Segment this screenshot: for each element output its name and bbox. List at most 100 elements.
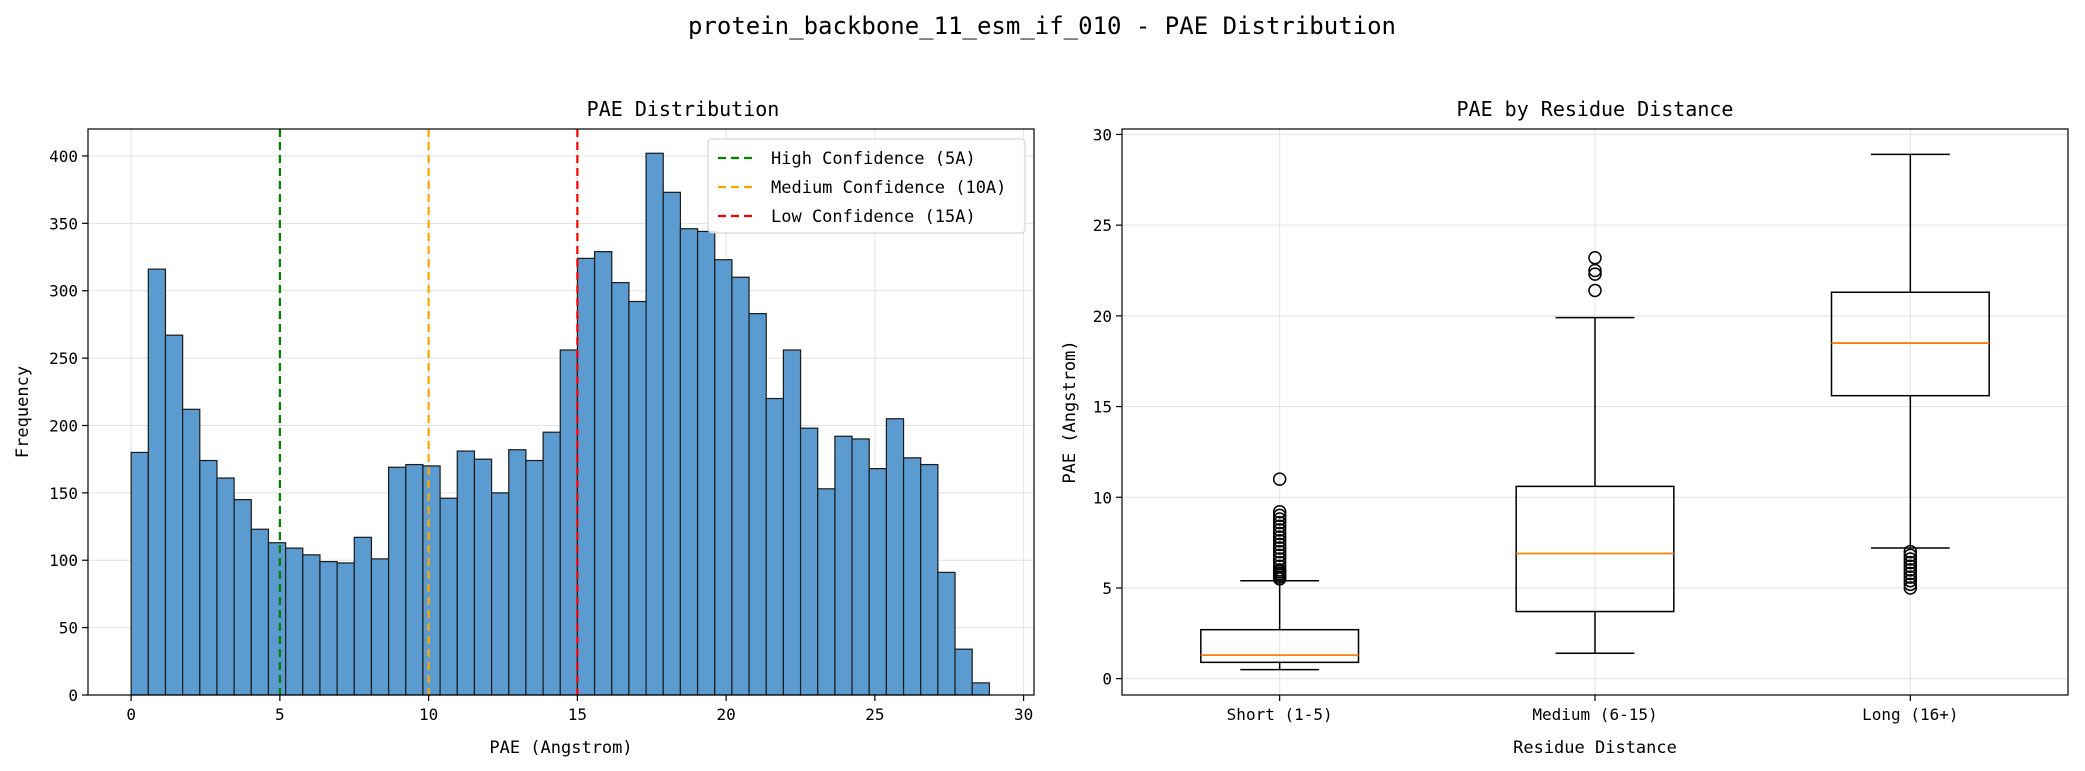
boxplot-ytick-label: 0 [1102,670,1112,689]
histogram-bars [130,152,990,696]
histogram-bar [353,536,373,696]
histogram-bar [714,259,733,696]
boxplot-xlabel: Residue Distance [1513,738,1677,758]
histogram-bar [456,450,476,696]
box-outlier [1903,577,1918,592]
box-outlier [1588,283,1602,298]
legend-label: Low Confidence (15A) [771,207,976,227]
boxplot-title: PAE by Residue Distance [1457,97,1734,121]
histogram-ytick-label: 0 [68,686,78,705]
box-outlier [1903,544,1918,559]
boxplot-xtick-label: Long (16+) [1862,705,1958,724]
histogram-bar [731,276,750,696]
box-outlier [1272,555,1287,570]
histogram-bar [817,488,836,696]
histogram-xlabel: PAE (Angstrom) [489,738,632,758]
box-outlier [1272,544,1287,559]
histogram-bar [285,547,304,696]
histogram-ytick-label: 250 [49,349,78,368]
histogram-title: PAE Distribution [587,97,780,121]
histogram-ytick-label: 400 [49,147,78,166]
histogram-bar [439,497,458,696]
box-outlier [1272,526,1287,541]
boxplot-ytick-label: 15 [1093,398,1112,417]
box-outlier [1903,552,1918,566]
boxplot-ytick-label: 5 [1102,579,1112,598]
histogram-bar [388,466,407,696]
box-outlier [1903,555,1918,570]
histogram-ylabel: Frequency [13,366,33,458]
histogram-ytick-label: 100 [49,551,78,570]
boxplot-ytick-label: 10 [1093,488,1112,507]
box-outlier [1272,548,1287,563]
histogram-bar [216,477,235,696]
histogram-bar [490,492,510,696]
histogram-bar [662,191,682,696]
box-outlier [1272,505,1287,519]
histogram-ytick-label: 200 [49,416,78,435]
figure-suptitle: protein_backbone_11_esm_if_010 - PAE Dis… [688,12,1396,40]
box-outlier [1903,573,1918,588]
histogram-bar [765,397,784,696]
histogram-bar [130,451,149,696]
histogram-bar [370,558,390,696]
box-iqr [1830,291,1990,397]
histogram-bar [405,463,424,696]
histogram-panel: PAE Distribution 0 5 10 15 20 25 30 0 50 100 150 2… [13,97,1035,758]
histogram-xtick-label: 0 [126,705,136,724]
histogram-bar [199,459,218,696]
histogram-bar [508,449,527,696]
box-outlier [1903,548,1918,563]
box-outlier [1272,472,1287,486]
box-outlier [1903,559,1918,573]
boxplot-ytick-label: 25 [1093,216,1112,235]
box-outlier [1272,541,1287,555]
legend-label: Medium Confidence (10A) [771,178,1006,198]
histogram-bar [696,230,716,696]
histogram-bar [233,498,252,696]
legend-box [707,138,1026,234]
histogram-bar [799,427,819,696]
histogram-bar [147,268,167,696]
box-outlier [1588,267,1602,281]
histogram-bar [593,251,613,696]
histogram-bar [954,648,973,696]
histogram-bar [422,465,441,696]
histogram-bar [645,152,664,696]
histogram-bar [319,560,338,696]
histogram-ytick-label: 150 [49,484,78,503]
box-outlier [1272,537,1287,552]
histogram-bar [302,554,321,696]
box-outlier [1588,251,1602,265]
histogram-bar [250,528,270,696]
box-outlier [1903,566,1918,581]
box-outlier [1903,581,1918,595]
histogram-bar [525,459,544,696]
histogram-bar [164,334,184,696]
histogram-bar [559,349,579,696]
histogram-bar [542,431,561,696]
histogram-bar [920,463,939,696]
histogram-bar [937,571,956,696]
boxplot-ytick-label: 20 [1093,307,1112,326]
histogram-bar [782,349,802,696]
histogram-bar [971,682,990,696]
histogram-bar [679,228,699,696]
box-outlier [1272,515,1287,530]
histogram-bar [576,257,596,696]
box-iqr [1515,485,1675,613]
box-outlier [1272,523,1287,537]
histogram-xtick-label: 15 [568,705,587,724]
box-outlier [1272,552,1287,566]
histogram-xtick-label: 5 [275,705,285,724]
histogram-legend: High Confidence (5A) Medium Confidence (1… [707,138,1026,234]
box-outlier [1272,530,1287,544]
box-outlier [1272,534,1287,548]
histogram-ytick-label: 300 [49,282,78,301]
histogram-bar [902,457,922,696]
histogram-bar [267,542,287,696]
histogram-ytick-label: 50 [59,619,78,638]
histogram-ytick-label: 350 [49,214,78,233]
histogram-bar [628,300,647,696]
